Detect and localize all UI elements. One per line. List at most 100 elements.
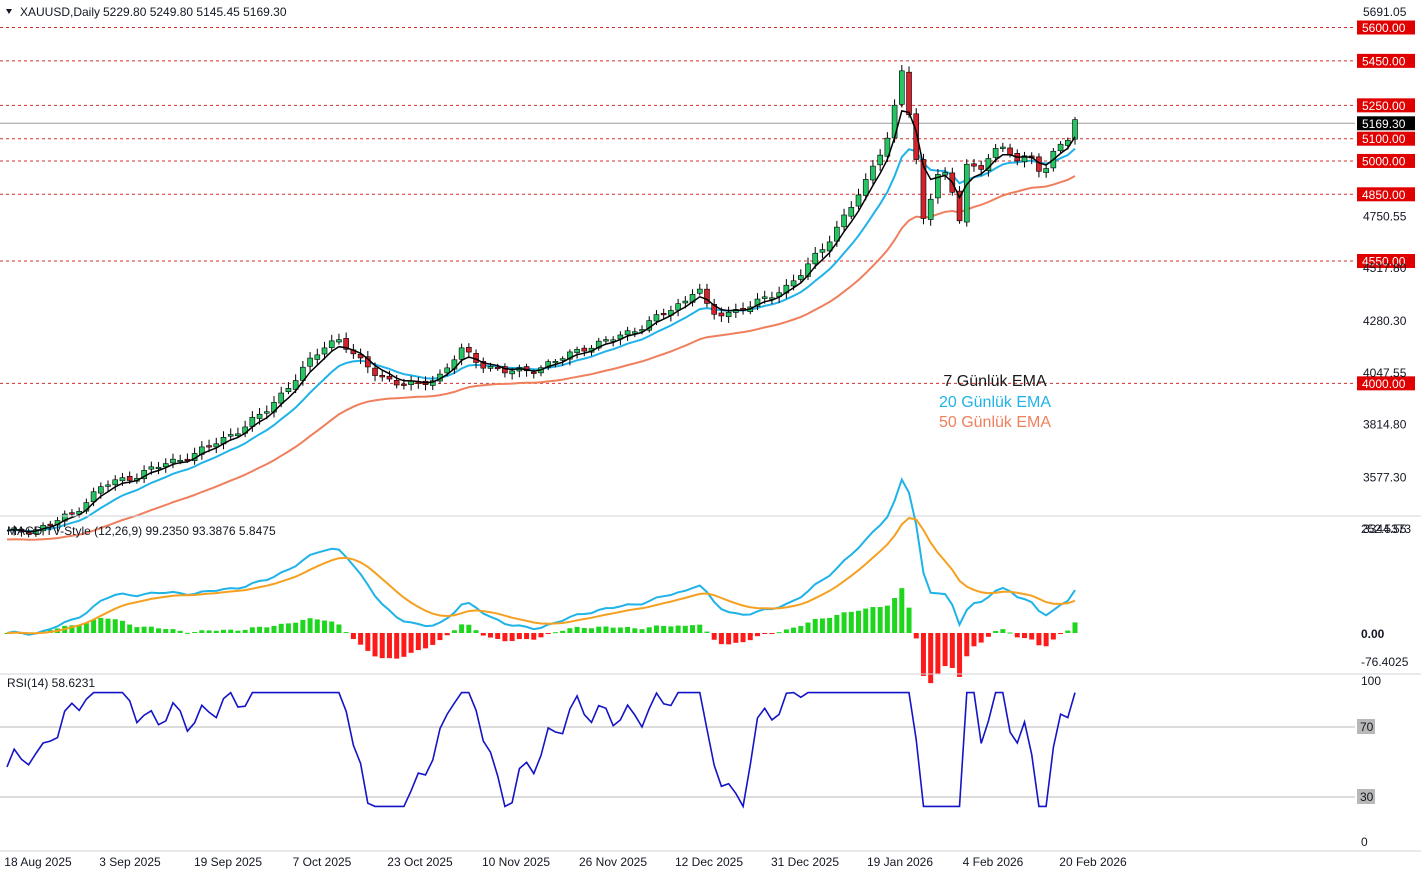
histogram-bar bbox=[848, 611, 854, 633]
histogram-bar bbox=[451, 630, 457, 633]
histogram-bar bbox=[1065, 630, 1071, 633]
candle-body bbox=[321, 347, 328, 355]
candle-body bbox=[1072, 119, 1078, 140]
candle-body bbox=[624, 330, 631, 336]
histogram-bar bbox=[119, 620, 125, 633]
histogram-bar bbox=[747, 633, 753, 641]
time-tick: 7 Oct 2025 bbox=[293, 855, 352, 869]
time-tick: 23 Oct 2025 bbox=[387, 855, 453, 869]
price-levels: 5600.00 5450.00 5250.00 5100.00 5000.00 4850.… bbox=[0, 20, 1415, 391]
histogram-bar bbox=[538, 633, 544, 638]
collapse-triangle-icon[interactable] bbox=[6, 9, 12, 14]
histogram-bar bbox=[487, 633, 493, 638]
ema50-line bbox=[6, 175, 1076, 541]
candle-body bbox=[502, 366, 508, 374]
histogram-bar bbox=[134, 627, 140, 633]
candle-body bbox=[386, 375, 393, 380]
level-label: 5100.00 bbox=[1362, 132, 1406, 146]
histogram-bar bbox=[812, 618, 818, 633]
candle-body bbox=[841, 214, 847, 228]
histogram-bar bbox=[509, 633, 515, 641]
histogram-bar bbox=[769, 633, 775, 634]
rsi-axis-30: 30 bbox=[1360, 790, 1374, 804]
legend-ema20: 20 Günlük EMA bbox=[939, 394, 1051, 411]
histogram-bar bbox=[949, 633, 955, 668]
histogram-bar bbox=[661, 626, 667, 633]
candle-body bbox=[1007, 147, 1013, 155]
candle-body bbox=[574, 349, 580, 353]
candle-body bbox=[170, 458, 176, 464]
histogram-bar bbox=[394, 633, 400, 659]
time-tick: 10 Nov 2025 bbox=[482, 855, 550, 869]
histogram-bar bbox=[307, 618, 313, 633]
candle-body bbox=[206, 445, 212, 448]
histogram-bar bbox=[423, 633, 429, 649]
histogram-bar bbox=[271, 625, 277, 633]
histogram-bar bbox=[127, 624, 133, 633]
histogram-bar bbox=[343, 632, 349, 634]
histogram-bar bbox=[437, 633, 443, 641]
price-tick: 3577.30 bbox=[1363, 470, 1407, 484]
rsi-path bbox=[6, 691, 1076, 809]
level-tag bbox=[1357, 254, 1415, 269]
candle-body bbox=[992, 148, 999, 158]
histogram-bar bbox=[148, 626, 154, 633]
histogram-bar bbox=[711, 633, 717, 640]
candle-body bbox=[790, 280, 797, 287]
candle-body bbox=[718, 312, 725, 317]
histogram-bar bbox=[430, 633, 436, 645]
candle-body bbox=[480, 361, 487, 369]
time-tick: 3 Sep 2025 bbox=[99, 855, 161, 869]
candle-body bbox=[227, 434, 234, 437]
candle-body bbox=[487, 366, 494, 369]
macd-axis-min: -76.4025 bbox=[1361, 655, 1409, 669]
candle-body bbox=[47, 523, 54, 526]
ema20-line bbox=[6, 147, 1076, 533]
histogram-bar bbox=[805, 622, 811, 633]
candle-body bbox=[877, 154, 883, 166]
candle-body bbox=[927, 198, 934, 220]
histogram-bar bbox=[856, 610, 862, 633]
histogram-bar bbox=[978, 633, 984, 643]
candle-body bbox=[581, 347, 588, 352]
histogram-bar bbox=[603, 626, 609, 633]
candle-body bbox=[567, 351, 573, 360]
candle-body bbox=[884, 137, 891, 157]
histogram-bar bbox=[841, 612, 847, 633]
level-tag bbox=[1357, 98, 1415, 113]
histogram-bar bbox=[740, 633, 746, 643]
legend-ema7: 7 Günlük EMA bbox=[943, 373, 1046, 390]
histogram-bar bbox=[1050, 633, 1056, 640]
histogram-bar bbox=[697, 624, 703, 633]
level-tag bbox=[1357, 131, 1415, 146]
price-axis: 5691.05 4750.55 4517.80 4280.30 4047.55 3814.… bbox=[1363, 5, 1407, 536]
candle-body bbox=[1000, 146, 1006, 149]
histogram-bar bbox=[877, 607, 883, 633]
candle-body bbox=[494, 366, 501, 370]
candle-body bbox=[509, 370, 515, 375]
histogram-bar bbox=[192, 632, 198, 634]
histogram-bar bbox=[365, 633, 371, 651]
histogram-bar bbox=[610, 627, 616, 633]
candle-body bbox=[126, 476, 133, 481]
candle-body bbox=[754, 298, 761, 307]
histogram-bar bbox=[913, 633, 919, 639]
candle-body bbox=[401, 383, 407, 386]
histogram-bar bbox=[199, 630, 205, 633]
histogram-bar bbox=[141, 626, 147, 633]
histogram-bar bbox=[920, 633, 926, 676]
histogram-bar bbox=[112, 619, 118, 633]
histogram-bar bbox=[928, 633, 934, 684]
histogram-bar bbox=[524, 633, 530, 640]
histogram-bar bbox=[4, 633, 10, 634]
time-axis: 18 Aug 2025 3 Sep 2025 19 Sep 2025 7 Oct 20… bbox=[4, 855, 1127, 869]
level-label: 4850.00 bbox=[1362, 188, 1406, 202]
signal-path bbox=[6, 516, 1076, 635]
histogram-bar bbox=[278, 623, 284, 633]
candle-body bbox=[848, 207, 855, 217]
candle-body bbox=[595, 340, 602, 349]
histogram-bar bbox=[336, 624, 342, 633]
time-tick: 19 Jan 2026 bbox=[867, 855, 933, 869]
price-tick: 4280.30 bbox=[1363, 314, 1407, 328]
histogram-bar bbox=[819, 618, 825, 633]
